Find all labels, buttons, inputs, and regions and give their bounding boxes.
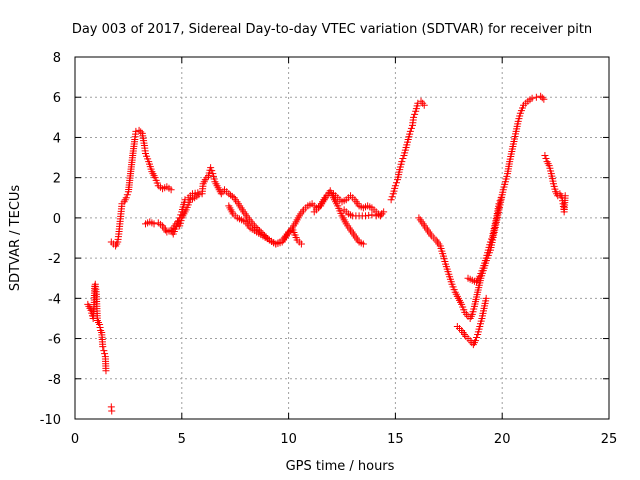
data-point [486,238,494,246]
x-tick-label: 5 [178,432,186,447]
data-point [473,334,481,342]
data-point [388,193,396,201]
grid [75,57,609,419]
data-point [496,197,504,205]
y-tick-label: 6 [53,91,61,106]
data-point [528,94,536,102]
plot-frame [74,56,610,420]
x-tick-label: 10 [280,432,297,447]
x-tick-label: 20 [494,432,511,447]
data-point [368,211,376,219]
data-point [208,167,216,175]
data-point [207,164,215,172]
data-point [392,179,400,187]
data-point [532,93,540,101]
data-point [123,191,131,199]
data-point [482,294,490,302]
y-tick-label: -2 [48,252,61,267]
y-axis-label: SDTVAR / TECUs [8,185,23,292]
x-tick-label: 15 [387,432,404,447]
data-point [132,127,140,135]
y-tick-label: -8 [48,373,61,388]
data-point [495,200,503,208]
x-tick-label: 25 [601,432,618,447]
data-point [541,152,549,160]
data-point [407,124,415,132]
y-tick-label: -6 [48,333,61,348]
y-tick-label: 8 [53,51,61,66]
data-point [497,194,505,202]
data-point [537,92,545,100]
data-point [540,95,548,103]
data-point [359,240,367,248]
data-point [398,158,406,166]
x-tick-label: 0 [71,432,79,447]
data-point [561,192,569,200]
data-point [167,186,175,194]
data-point [108,407,116,415]
data-points [84,92,569,415]
data-point [420,101,428,109]
x-axis-label: GPS time / hours [286,459,395,474]
data-point [150,220,158,228]
data-point [378,210,386,218]
data-point [96,320,104,328]
data-point [137,128,145,136]
data-point [135,126,143,134]
y-tick-label: -4 [48,292,61,307]
data-point [488,235,496,243]
data-point [472,337,479,345]
y-tick-label: 2 [53,172,61,187]
data-point [387,196,395,204]
data-point [361,212,369,220]
data-point [391,182,399,190]
data-point [122,194,130,202]
data-point [411,110,419,118]
data-point [399,155,407,163]
chart-title: Day 003 of 2017, Sidereal Day-to-day VTE… [72,22,592,37]
data-point [542,155,550,163]
data-point [225,190,233,198]
data-point [195,191,203,199]
y-tick-label: 0 [53,212,61,227]
data-point [227,191,235,199]
data-point [99,343,107,351]
data-point [96,323,104,331]
data-point [228,192,236,200]
y-tick-label: -10 [40,413,61,428]
axis-ticks [74,56,610,420]
tick-labels: 0 5 10 15 20 25 -10 -8 -6 -4 -2 0 2 4 6 8 [40,51,618,447]
data-point [100,347,108,355]
y-tick-label: 4 [53,131,61,146]
data-point [410,113,418,121]
data-point [538,94,546,102]
data-point [102,367,110,375]
data-point [101,350,109,358]
data-point [297,240,305,248]
data-point [406,127,414,135]
data-point [365,211,373,219]
